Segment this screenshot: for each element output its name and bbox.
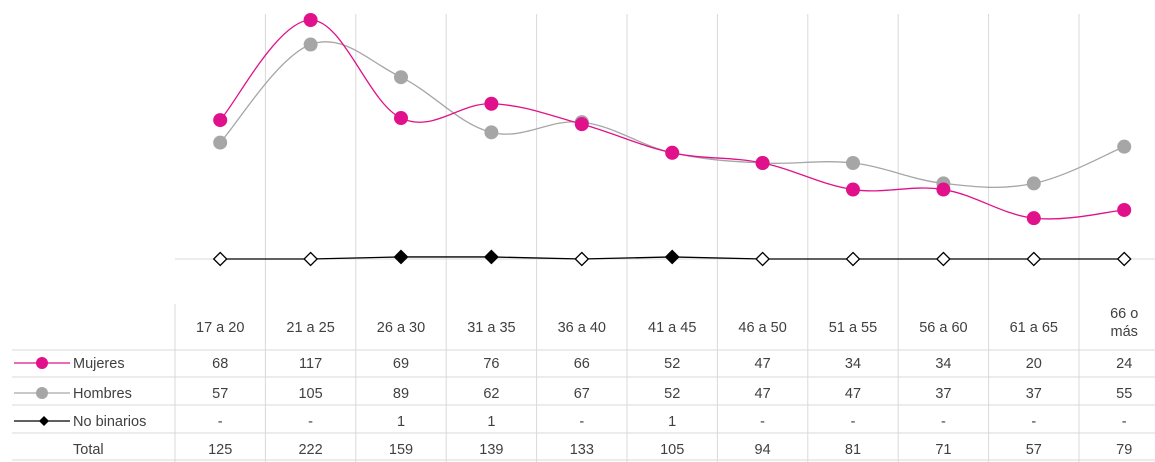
legend-label: No binarios xyxy=(73,414,146,430)
x-tick-label: 17 a 20 xyxy=(196,320,244,336)
legend-label: Mujeres xyxy=(73,356,125,372)
table-cell: 57 xyxy=(212,386,228,402)
data-point xyxy=(1116,251,1132,267)
data-point xyxy=(213,113,228,128)
data-point xyxy=(574,117,589,132)
data-point xyxy=(1117,139,1132,154)
data-table: Mujeres 68 117 69 76 66 52 47 34 34 20 24 Hombres 57 1… xyxy=(14,356,1132,458)
x-tick-label-line: más xyxy=(1110,324,1137,340)
table-cell: 47 xyxy=(845,386,861,402)
table-cell: 133 xyxy=(570,442,594,458)
table-cell: - xyxy=(941,414,946,430)
table-cell: 159 xyxy=(389,442,413,458)
series-line xyxy=(219,19,1125,220)
table-cell: 57 xyxy=(1026,442,1042,458)
table-cell: 37 xyxy=(1026,386,1042,402)
x-tick-label: 66 o más xyxy=(1110,306,1138,340)
data-point xyxy=(394,111,408,126)
data-point xyxy=(484,125,499,140)
table-cell: - xyxy=(1031,414,1036,430)
x-tick-label: 31 a 35 xyxy=(467,320,515,336)
data-point xyxy=(846,182,860,197)
legend-key-marker xyxy=(36,357,48,369)
data-point xyxy=(1026,211,1041,226)
x-tick-label-line: 66 o xyxy=(1110,306,1138,322)
table-cell: 20 xyxy=(1026,356,1042,372)
table-cell: 94 xyxy=(755,442,771,458)
data-point xyxy=(212,251,228,267)
table-cell: 1 xyxy=(487,414,495,430)
data-point xyxy=(303,37,318,52)
table-cell: 125 xyxy=(208,442,232,458)
table-cell: 52 xyxy=(664,356,680,372)
data-point xyxy=(1026,176,1041,191)
table-cell: - xyxy=(218,414,223,430)
chart-grid xyxy=(12,14,1155,462)
legend-label: Hombres xyxy=(73,386,132,402)
data-point xyxy=(574,251,590,267)
table-cell: - xyxy=(308,414,313,430)
legend-key-marker xyxy=(36,387,48,399)
table-cell: 34 xyxy=(935,356,951,372)
table-cell: 37 xyxy=(935,386,951,402)
data-point xyxy=(303,251,319,267)
table-cell: 52 xyxy=(664,386,680,402)
table-cell: 79 xyxy=(1116,442,1132,458)
data-point xyxy=(665,145,680,160)
table-cell: 68 xyxy=(212,356,228,372)
data-point xyxy=(755,155,770,170)
data-point xyxy=(393,249,409,265)
table-cell: 47 xyxy=(755,386,771,402)
table-cell: 222 xyxy=(298,442,322,458)
legend-label: Total xyxy=(73,442,104,458)
x-tick-label: 61 a 65 xyxy=(1010,320,1058,336)
table-cell: - xyxy=(760,414,765,430)
data-point xyxy=(394,70,408,85)
table-cell: 105 xyxy=(298,386,322,402)
table-cell: 55 xyxy=(1116,386,1132,402)
table-cell: 71 xyxy=(935,442,951,458)
x-tick-label: 21 a 25 xyxy=(286,320,334,336)
x-tick-label: 51 a 55 xyxy=(829,320,877,336)
data-point xyxy=(936,182,951,197)
x-tick-label: 56 a 60 xyxy=(919,320,967,336)
data-point xyxy=(483,249,499,265)
table-cell: 66 xyxy=(574,356,590,372)
table-cell: - xyxy=(1122,414,1127,430)
table-cell: 76 xyxy=(483,356,499,372)
table-cell: 62 xyxy=(483,386,499,402)
table-cell: 34 xyxy=(845,356,861,372)
table-cell: 1 xyxy=(397,414,405,430)
x-axis-ticks: 17 a 20 21 a 25 26 a 30 31 a 35 36 a 40 41 a … xyxy=(196,306,1138,340)
table-cell: 105 xyxy=(660,442,684,458)
data-point xyxy=(846,155,860,170)
data-point xyxy=(935,251,951,267)
data-point xyxy=(755,251,771,267)
legend-key-marker xyxy=(39,416,49,426)
data-point xyxy=(845,251,861,267)
data-point xyxy=(484,96,499,111)
table-cell: 81 xyxy=(845,442,861,458)
table-cell: 117 xyxy=(299,356,322,372)
data-point xyxy=(664,249,680,265)
data-point xyxy=(1026,251,1042,267)
x-tick-label: 46 a 50 xyxy=(738,320,786,336)
table-cell: 67 xyxy=(574,386,590,402)
table-cell: - xyxy=(579,414,584,430)
x-tick-label: 41 a 45 xyxy=(648,320,696,336)
data-point xyxy=(1117,202,1132,217)
table-cell: 89 xyxy=(393,386,409,402)
table-cell: 24 xyxy=(1116,356,1132,372)
table-cell: 139 xyxy=(479,442,503,458)
data-point xyxy=(213,135,228,150)
x-tick-label: 26 a 30 xyxy=(377,320,425,336)
data-point xyxy=(303,13,318,27)
table-cell: 47 xyxy=(755,356,771,372)
table-cell: 69 xyxy=(393,356,409,372)
table-cell: - xyxy=(851,414,856,430)
chart-markers xyxy=(212,13,1132,267)
x-tick-label: 36 a 40 xyxy=(558,320,606,336)
table-cell: 1 xyxy=(668,414,676,430)
